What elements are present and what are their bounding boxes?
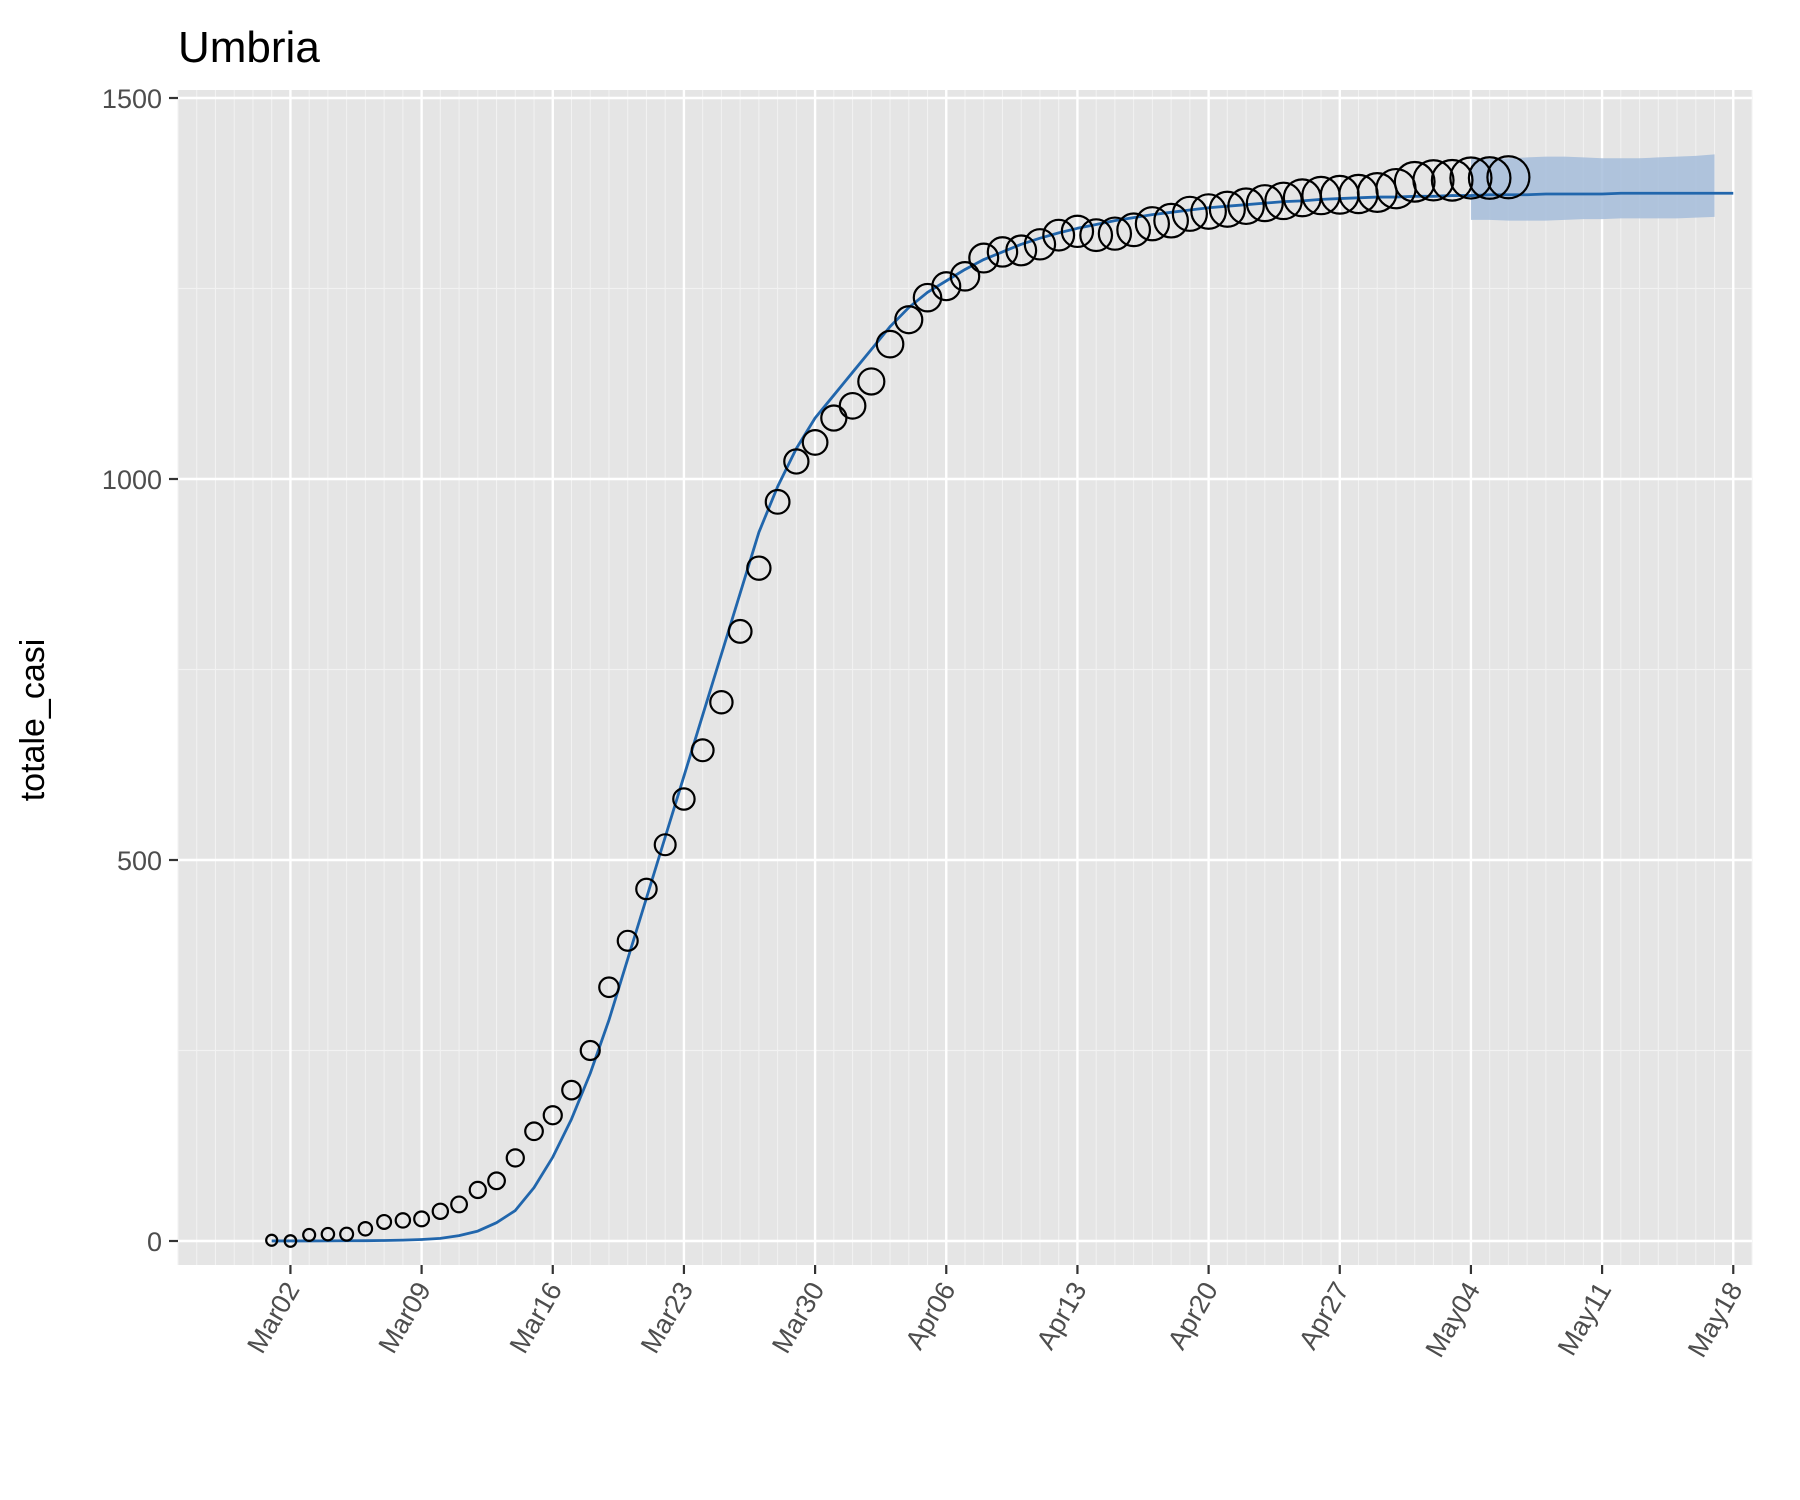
data-point bbox=[1208, 190, 1246, 228]
data-point bbox=[1042, 218, 1076, 252]
y-tick-label: 0 bbox=[147, 1227, 162, 1257]
x-tick-label: May04 bbox=[1420, 1277, 1487, 1362]
x-tick-label: May18 bbox=[1682, 1277, 1749, 1362]
y-tick-label: 1500 bbox=[102, 84, 162, 114]
x-tick-label: Apr20 bbox=[1162, 1277, 1224, 1354]
data-point bbox=[912, 282, 943, 313]
data-point bbox=[394, 1212, 412, 1229]
data-point bbox=[1116, 212, 1152, 248]
data-point bbox=[672, 787, 696, 811]
data-point bbox=[986, 236, 1019, 268]
data-point bbox=[875, 329, 905, 359]
x-tick-label: Apr27 bbox=[1293, 1277, 1355, 1354]
data-point bbox=[616, 929, 639, 952]
data-point bbox=[801, 429, 829, 456]
data-point bbox=[1097, 216, 1133, 251]
data-point bbox=[1060, 214, 1095, 249]
data-point bbox=[579, 1039, 601, 1062]
data-point bbox=[857, 367, 886, 396]
data-point bbox=[1430, 158, 1474, 202]
data-point bbox=[653, 833, 677, 857]
grid-lines bbox=[177, 90, 1753, 1265]
data-point bbox=[431, 1202, 450, 1220]
data-point bbox=[413, 1210, 431, 1228]
data-point bbox=[1467, 156, 1512, 200]
x-tick-label: Mar02 bbox=[241, 1277, 305, 1358]
data-point bbox=[283, 1234, 298, 1248]
data-point bbox=[1393, 160, 1436, 203]
data-point bbox=[838, 391, 867, 420]
data-point bbox=[709, 690, 734, 715]
fit-line bbox=[271, 191, 1734, 1243]
data-point bbox=[1245, 184, 1284, 223]
data-point bbox=[1134, 206, 1171, 242]
data-point bbox=[1153, 202, 1189, 239]
y-axis-title: totale_casi bbox=[14, 639, 52, 802]
data-point bbox=[949, 261, 981, 292]
data-point bbox=[783, 448, 810, 475]
data-point bbox=[1171, 195, 1208, 232]
data-point bbox=[376, 1213, 393, 1230]
data-point bbox=[1412, 159, 1455, 202]
data-point bbox=[1023, 228, 1057, 261]
data-point bbox=[468, 1180, 487, 1200]
data-point bbox=[302, 1227, 317, 1242]
data-point bbox=[320, 1226, 336, 1242]
data-point bbox=[598, 976, 620, 999]
data-point bbox=[1190, 193, 1227, 230]
x-tick-label: May11 bbox=[1552, 1277, 1618, 1360]
y-tick-label: 500 bbox=[117, 846, 162, 876]
forecast-ribbon bbox=[1470, 154, 1715, 221]
data-point bbox=[1227, 187, 1265, 226]
data-point bbox=[265, 1233, 279, 1247]
data-point bbox=[561, 1079, 582, 1101]
data-point bbox=[635, 877, 658, 901]
data-point bbox=[690, 738, 715, 763]
data-point bbox=[727, 618, 753, 644]
data-point bbox=[357, 1221, 374, 1237]
data-point bbox=[746, 555, 772, 581]
x-tick-label: Apr13 bbox=[1031, 1277, 1093, 1354]
data-point bbox=[1264, 181, 1303, 221]
x-tick-label: Mar16 bbox=[504, 1277, 568, 1358]
data-point bbox=[1486, 155, 1531, 200]
data-point bbox=[339, 1226, 355, 1242]
data-point bbox=[894, 305, 924, 335]
data-point bbox=[505, 1148, 525, 1168]
y-tick-label: 1000 bbox=[102, 465, 162, 495]
data-point bbox=[524, 1121, 544, 1142]
chart-title: Umbria bbox=[178, 23, 320, 72]
x-tick-label: Apr06 bbox=[899, 1277, 961, 1354]
data-point bbox=[450, 1195, 469, 1214]
x-tick-label: Mar23 bbox=[635, 1277, 699, 1358]
data-point bbox=[968, 242, 1000, 274]
data-point bbox=[931, 271, 962, 302]
data-point bbox=[1449, 156, 1493, 200]
data-points bbox=[265, 155, 1531, 1248]
data-point bbox=[1079, 218, 1114, 253]
plot-panel bbox=[177, 90, 1753, 1265]
data-point bbox=[1005, 234, 1038, 267]
x-tick-label: Mar30 bbox=[766, 1277, 830, 1358]
data-point bbox=[764, 488, 791, 515]
data-point bbox=[1356, 172, 1398, 213]
data-point bbox=[487, 1171, 506, 1191]
x-tick-label: Mar09 bbox=[373, 1277, 437, 1358]
data-point bbox=[542, 1105, 563, 1126]
